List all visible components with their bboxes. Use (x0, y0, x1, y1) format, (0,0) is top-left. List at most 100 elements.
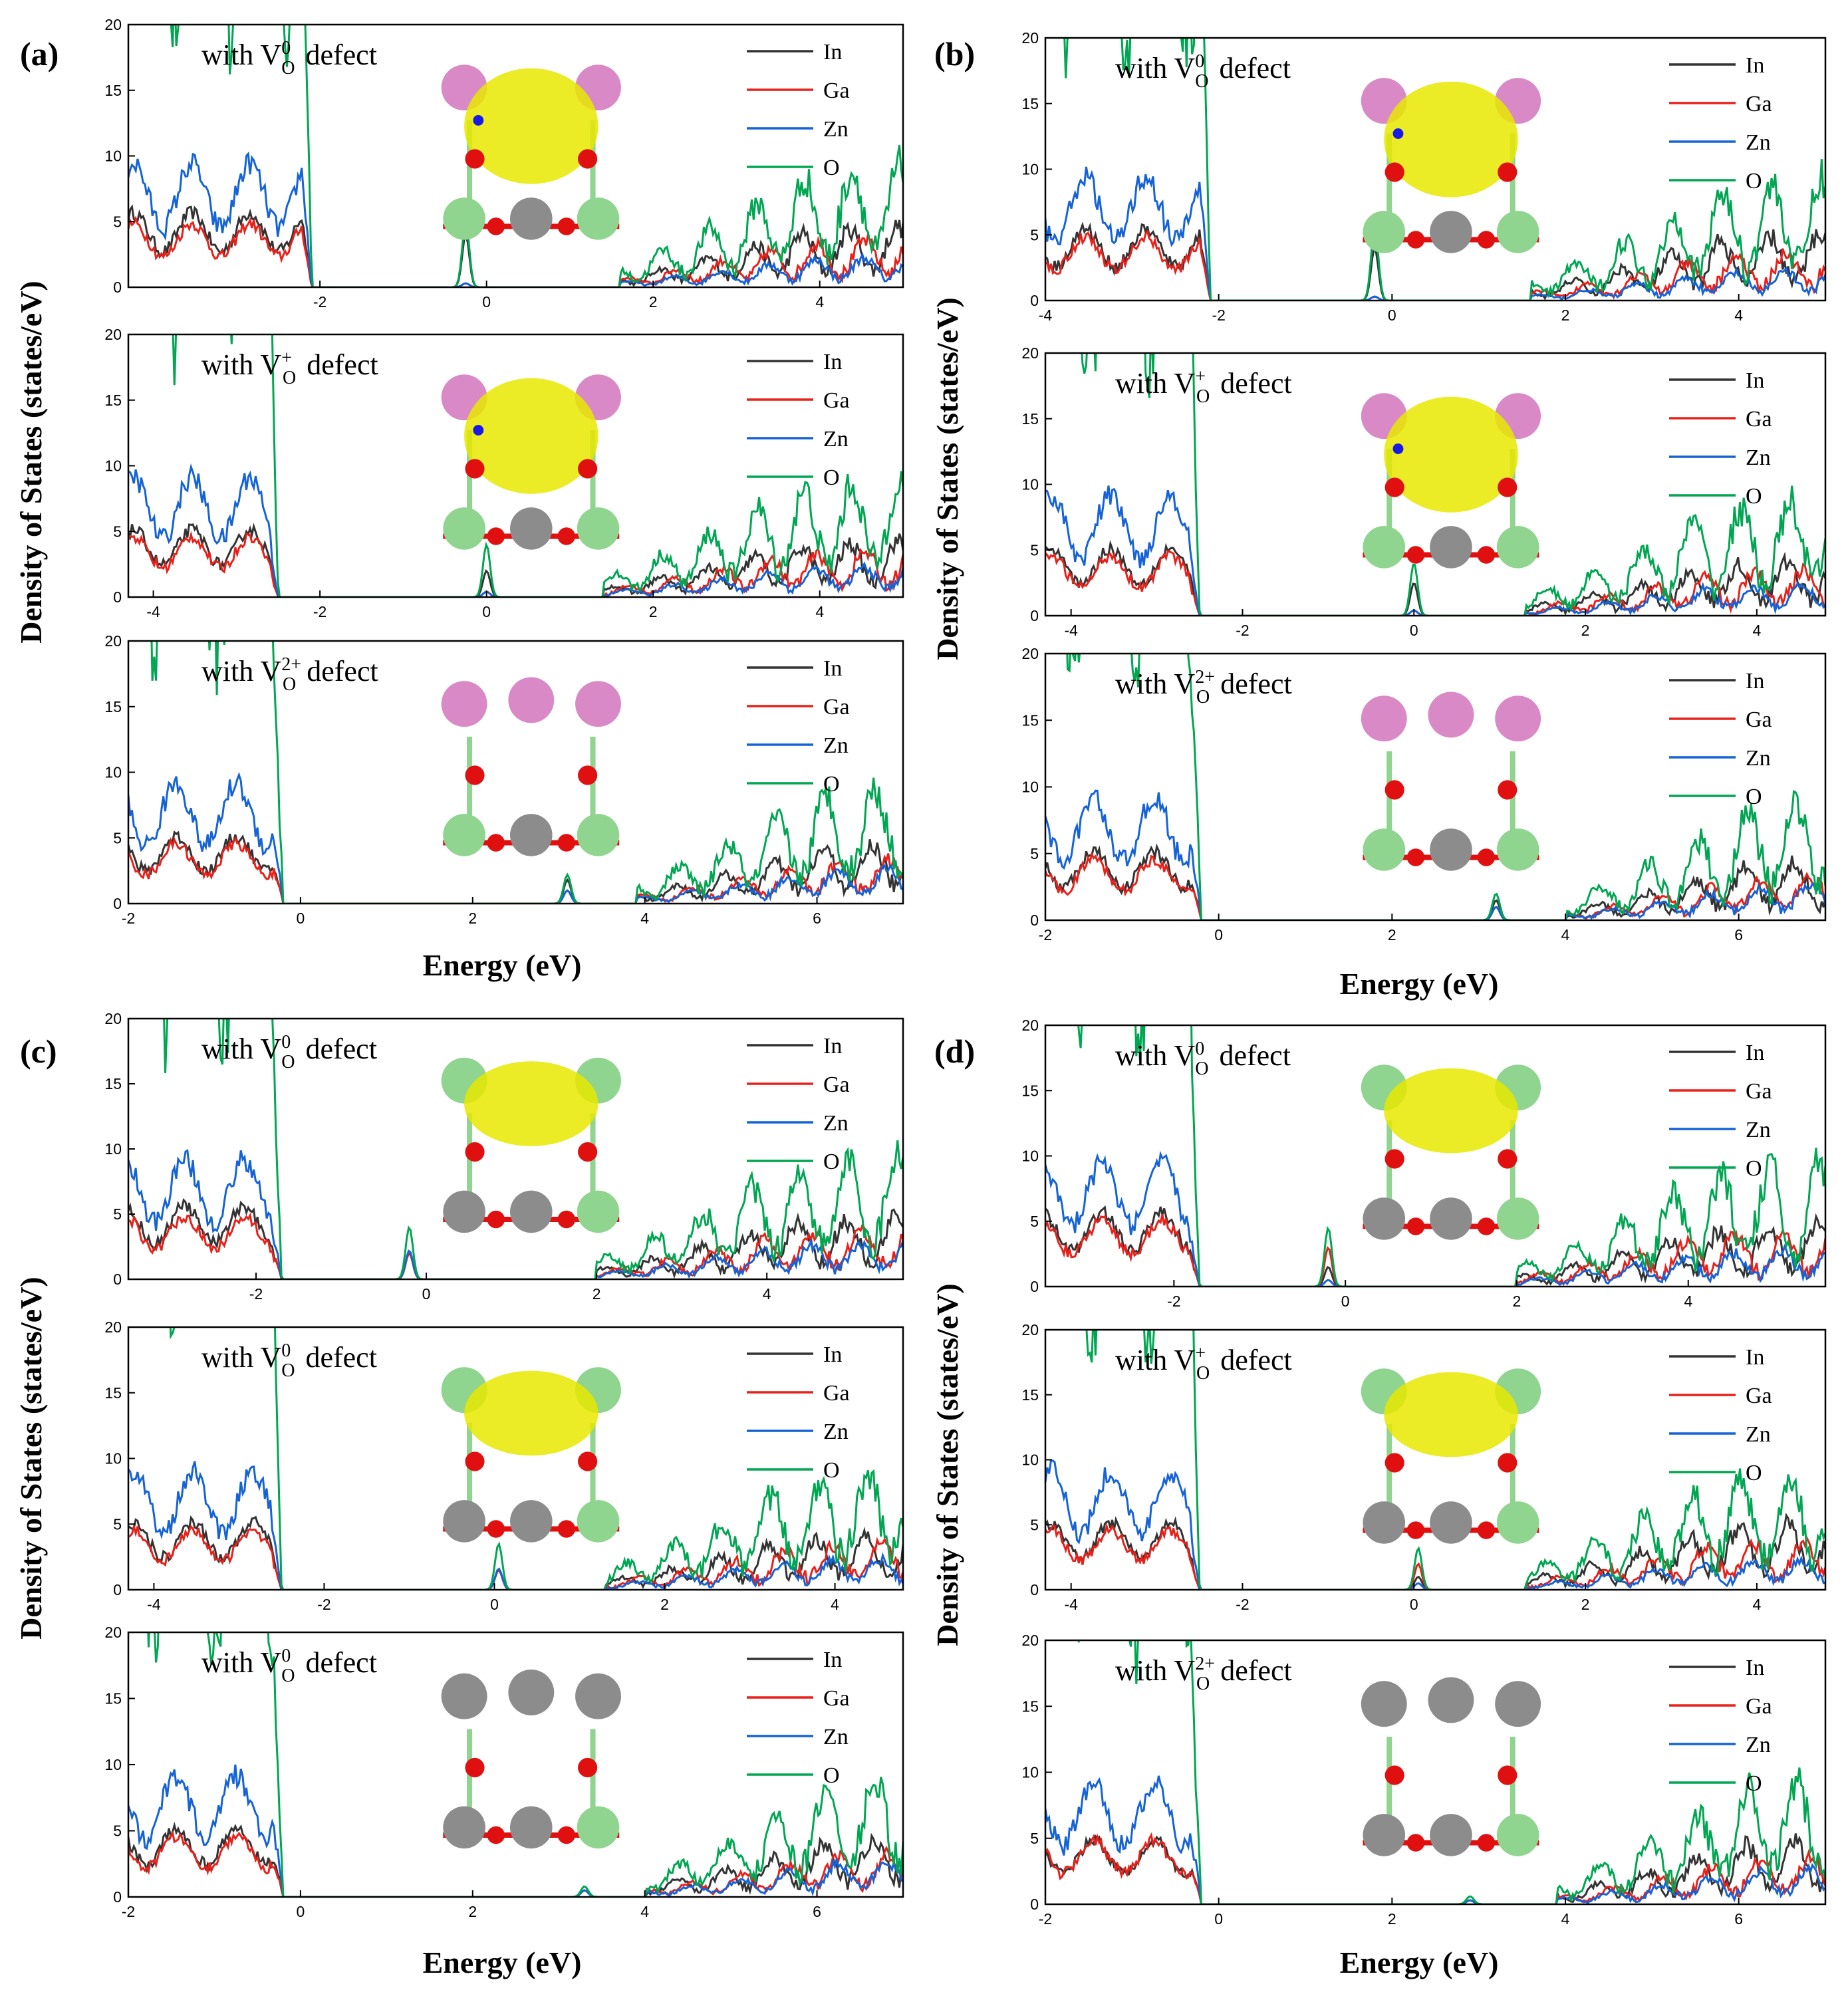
y-tick-label: 10 (1021, 779, 1039, 796)
legend-label-ga: Ga (823, 695, 850, 719)
legend-label-zn: Zn (823, 427, 849, 451)
structure-inset (1361, 78, 1541, 253)
legend-label-ga: Ga (1746, 707, 1772, 732)
y-tick-label: 15 (1021, 95, 1039, 112)
panel-letter: (a) (20, 35, 59, 72)
series-in (1045, 1512, 1825, 1590)
x-tick-label: 6 (1734, 926, 1743, 943)
x-tick-label: 2 (1513, 1293, 1521, 1310)
x-tick-label: 2 (1388, 1910, 1396, 1928)
x-axis-title: Energy (eV) (423, 948, 582, 982)
legend-label-in: In (823, 350, 842, 374)
y-tick-label: 10 (1021, 1148, 1039, 1165)
legend-label-zn: Zn (1746, 1733, 1771, 1757)
series-zn (1045, 1775, 1825, 1904)
legend-label-o: O (1746, 169, 1762, 193)
x-tick-label: -4 (1064, 1596, 1078, 1613)
x-tick-label: 4 (640, 1903, 649, 1920)
legend-label-ga: Ga (823, 78, 850, 103)
series-o (1063, 38, 1825, 301)
series-zn (1045, 789, 1825, 920)
x-tick-label: -2 (1167, 1293, 1180, 1310)
y-axis-title: Density of States (states/eV) (14, 1277, 48, 1640)
series-in (1045, 221, 1825, 301)
legend-label-in: In (823, 1034, 842, 1059)
x-tick-label: -2 (1236, 1596, 1249, 1613)
y-tick-label: 5 (1030, 1213, 1039, 1230)
legend-label-in: In (1746, 1656, 1764, 1680)
legend-label-o: O (1746, 1771, 1762, 1796)
x-tick-label: -2 (249, 1285, 263, 1303)
x-axis-title: Energy (eV) (423, 1945, 582, 1979)
series-in (1045, 843, 1825, 920)
series-zn (1045, 485, 1825, 616)
x-tick-label: 4 (1561, 1910, 1570, 1928)
y-tick-label: 20 (1021, 1017, 1039, 1034)
legend-label-in: In (1746, 368, 1764, 393)
x-tick-label: 2 (1561, 307, 1570, 324)
y-tick-label: 20 (104, 16, 122, 33)
series-o (1066, 654, 1825, 920)
y-tick-label: 10 (1021, 476, 1039, 493)
series-in (128, 1821, 903, 1897)
series-o (1081, 353, 1825, 616)
series-ga (1045, 549, 1825, 616)
legend-label-in: In (823, 1648, 842, 1672)
y-tick-label: 0 (1030, 1278, 1039, 1295)
y-tick-label: 0 (113, 588, 122, 606)
x-tick-label: 0 (482, 293, 491, 311)
x-tick-label: 0 (482, 603, 491, 620)
legend-label-ga: Ga (1746, 1694, 1772, 1719)
legend-label-o: O (823, 1763, 840, 1788)
x-tick-label: -2 (317, 1596, 330, 1613)
structure-inset (1361, 393, 1541, 568)
x-tick-label: 6 (1734, 1910, 1743, 1928)
x-tick-label: 2 (468, 1903, 477, 1920)
series-o (163, 1019, 903, 1279)
y-tick-label: 20 (1021, 1632, 1039, 1649)
structure-inset (1361, 1677, 1541, 1856)
legend-label-o: O (823, 465, 840, 490)
y-tick-label: 20 (104, 632, 122, 650)
y-tick-label: 5 (113, 523, 122, 540)
series-zn (1045, 1459, 1825, 1590)
y-tick-label: 15 (1021, 1697, 1039, 1715)
x-tick-label: -2 (1039, 1910, 1052, 1928)
legend-label-o: O (823, 1150, 840, 1174)
y-tick-label: 5 (1030, 845, 1039, 862)
legend-label-ga: Ga (823, 388, 850, 413)
series-o (172, 334, 903, 597)
x-tick-label: 2 (1581, 622, 1590, 639)
legend-label-o: O (1746, 785, 1762, 809)
x-tick-label: 4 (640, 910, 649, 927)
x-tick-label: 0 (296, 1903, 305, 1920)
legend-label-zn: Zn (1746, 1422, 1771, 1447)
y-tick-label: 15 (104, 82, 122, 99)
series-o (1077, 1025, 1825, 1287)
y-tick-label: 5 (1030, 1516, 1039, 1533)
y-tick-label: 20 (1021, 645, 1039, 662)
x-tick-label: 6 (813, 910, 821, 927)
x-tick-label: 4 (831, 1596, 839, 1613)
series-ga (1045, 851, 1825, 920)
x-tick-label: 4 (815, 603, 824, 620)
y-tick-label: 5 (1030, 1830, 1039, 1847)
series-ga (128, 1212, 903, 1279)
structure-inset (441, 1057, 621, 1233)
x-tick-label: 4 (1752, 1596, 1761, 1613)
legend-label-o: O (1746, 1156, 1762, 1181)
panel-b: (b) Density of States (states/eV) Energy (… (930, 29, 1827, 1001)
legend-label-o: O (823, 1458, 840, 1483)
x-tick-label: 2 (649, 603, 658, 620)
y-tick-label: 20 (1021, 29, 1039, 47)
